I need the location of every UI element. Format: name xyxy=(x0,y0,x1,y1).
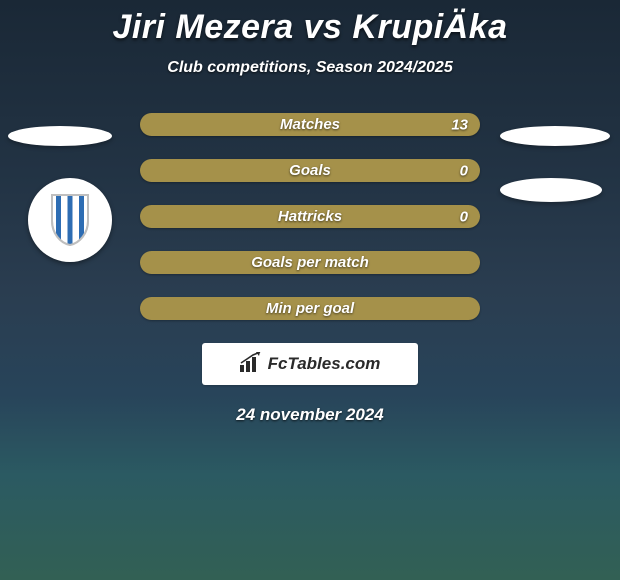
player-left-club-badge xyxy=(28,178,112,262)
stat-row: Hattricks 0 xyxy=(140,205,480,228)
brand-text: FcTables.com xyxy=(268,354,381,374)
stat-value: 13 xyxy=(451,116,468,133)
comparison-card: Jiri Mezera vs KrupiÄka Club competition… xyxy=(0,0,620,580)
brand-box: FcTables.com xyxy=(202,343,418,385)
stat-label: Min per goal xyxy=(266,300,354,317)
stat-label: Goals xyxy=(289,162,331,179)
stat-row: Goals 0 xyxy=(140,159,480,182)
stat-label: Goals per match xyxy=(251,254,369,271)
stat-label: Matches xyxy=(280,116,340,133)
chart-icon xyxy=(240,352,262,377)
stat-label: Hattricks xyxy=(278,208,342,225)
shield-icon xyxy=(48,193,92,247)
player-right-photo-placeholder xyxy=(500,126,610,146)
page-title: Jiri Mezera vs KrupiÄka xyxy=(0,0,620,47)
player-right-club-placeholder xyxy=(500,178,602,202)
player-left-photo-placeholder xyxy=(8,126,112,146)
stat-row: Matches 13 xyxy=(140,113,480,136)
subtitle: Club competitions, Season 2024/2025 xyxy=(0,59,620,77)
stat-value: 0 xyxy=(460,162,468,179)
stats-area: Matches 13 Goals 0 Hattricks 0 Goals per match… xyxy=(0,113,620,320)
stat-row: Goals per match xyxy=(140,251,480,274)
date-text: 24 november 2024 xyxy=(0,405,620,425)
stat-row: Min per goal xyxy=(140,297,480,320)
stat-value: 0 xyxy=(460,208,468,225)
